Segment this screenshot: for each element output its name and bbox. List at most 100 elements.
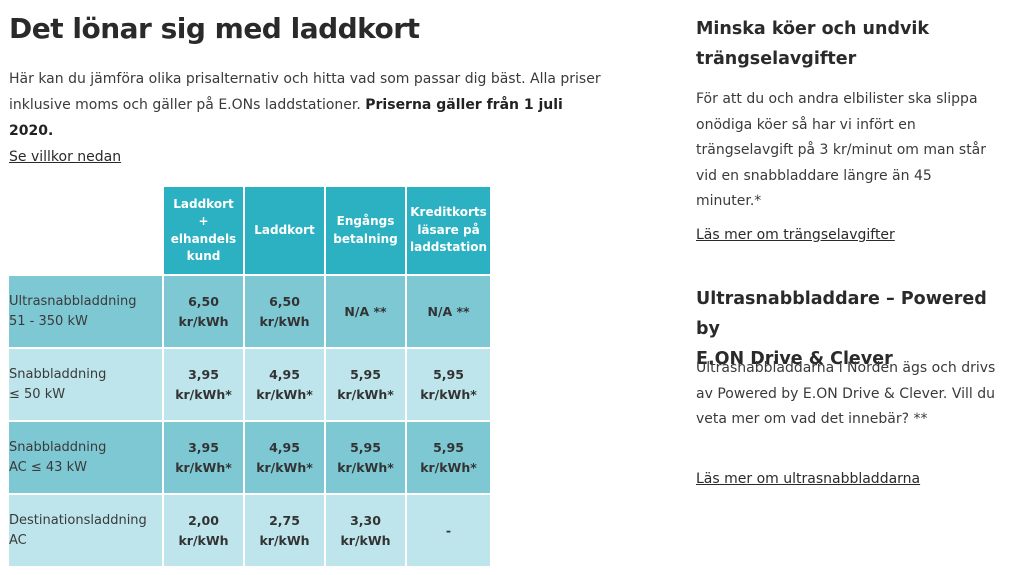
- price-value: 2,75: [269, 512, 300, 528]
- price-cell: 5,95 kr/kWh*: [326, 422, 405, 493]
- header-line: +: [198, 214, 209, 228]
- price-value: 3,95: [188, 366, 219, 382]
- header-line: elhandels: [170, 231, 237, 246]
- price-unit: kr/kWh: [259, 313, 310, 329]
- price-cell: 5,95 kr/kWh*: [407, 349, 491, 420]
- congestion-heading: Minska köer och undvik trängselavgifter: [696, 14, 996, 74]
- intro-bold-text: Priserna gäller från 1 juli 2020.: [9, 97, 563, 139]
- price-unit: kr/kWh: [340, 532, 391, 548]
- congestion-text: För att du och andra elbilister ska slip…: [696, 87, 996, 215]
- price-unit: kr/kWh: [259, 532, 310, 548]
- row-label-line: Destinationsladdning: [9, 512, 147, 528]
- price-value: 3,30: [350, 512, 381, 528]
- column-header: Kreditkorts läsare på laddstation: [407, 187, 491, 274]
- price-cell: 4,95 kr/kWh*: [245, 349, 324, 420]
- price-value: 5,95: [433, 366, 464, 382]
- row-label-line: Snabbladdning: [9, 366, 107, 382]
- price-value: 5,95: [350, 366, 381, 382]
- price-unit: kr/kWh*: [175, 459, 232, 475]
- header-line: laddstation: [410, 240, 488, 255]
- header-line: Engångs: [336, 214, 395, 228]
- heading-line: E.ON Drive & Clever: [696, 349, 893, 369]
- table-row: Snabbladdning ≤ 50 kW 3,95 kr/kWh* 4,95 …: [9, 349, 491, 420]
- price-unit: kr/kWh*: [337, 386, 394, 402]
- price-value: 4,95: [269, 439, 300, 455]
- price-cell: 3,95 kr/kWh*: [164, 349, 243, 420]
- ultrafast-link[interactable]: Läs mer om ultrasnabbladdarna: [696, 471, 921, 487]
- price-table: Laddkort + elhandels kund Laddkort Engån…: [7, 185, 492, 568]
- intro-paragraph: Här kan du jämföra olika prisalternativ …: [9, 66, 609, 170]
- header-line: Kreditkorts: [410, 205, 487, 220]
- price-value: -: [445, 522, 452, 538]
- row-label: Ultrasnabbladdning 51 - 350 kW: [9, 276, 162, 347]
- price-unit: kr/kWh*: [420, 459, 477, 475]
- price-cell: 5,95 kr/kWh*: [326, 349, 405, 420]
- price-value: 5,95: [350, 439, 381, 455]
- price-value: 5,95: [433, 439, 464, 455]
- header-line: kund: [186, 249, 221, 263]
- column-header: Engångs betalning: [326, 187, 405, 274]
- price-value: 4,95: [269, 366, 300, 382]
- row-label: Snabbladdning ≤ 50 kW: [9, 349, 162, 420]
- price-unit: kr/kWh: [178, 313, 229, 329]
- ultrafast-text: Ultrasnabbladdarna i Norden ägs och driv…: [696, 356, 996, 433]
- text-line: onödiga köer så har vi infört en: [696, 116, 916, 133]
- text-line: veta mer om vad det innebär? **: [696, 411, 928, 427]
- table-row: Destinationsladdning AC 2,00 kr/kWh 2,75…: [9, 495, 491, 566]
- price-cell: 2,75 kr/kWh: [245, 495, 324, 566]
- row-label-line: Snabbladdning: [9, 439, 107, 455]
- table-row: Snabbladdning AC ≤ 43 kW 3,95 kr/kWh* 4,…: [9, 422, 491, 493]
- heading-line: Minska köer och undvik: [696, 19, 930, 39]
- intro-text: Här kan du jämföra olika prisalternativ …: [9, 71, 601, 113]
- price-unit: kr/kWh*: [337, 459, 394, 475]
- row-label: Destinationsladdning AC: [9, 495, 162, 566]
- price-cell: N/A **: [407, 276, 491, 347]
- header-line: läsare på: [417, 222, 480, 237]
- price-unit: kr/kWh*: [256, 459, 313, 475]
- price-value: N/A **: [427, 303, 470, 319]
- text-line: av Powered by E.ON Drive & Clever. Vill …: [696, 385, 995, 402]
- price-unit: kr/kWh*: [175, 386, 232, 402]
- heading-line: Ultrasnabbladdare – Powered by: [696, 289, 987, 339]
- price-value: N/A **: [344, 303, 387, 319]
- price-cell: N/A **: [326, 276, 405, 347]
- row-label-line: AC ≤ 43 kW: [9, 459, 87, 475]
- text-line: trängselavgift på 3 kr/minut om man står: [696, 142, 987, 158]
- price-cell: 6,50 kr/kWh: [164, 276, 243, 347]
- price-cell: 5,95 kr/kWh*: [407, 422, 491, 493]
- row-label-line: ≤ 50 kW: [9, 386, 66, 402]
- terms-link[interactable]: Se villkor nedan: [9, 149, 122, 165]
- header-line: Laddkort: [173, 196, 234, 211]
- text-line: För att du och andra elbilister ska slip…: [696, 91, 978, 107]
- price-cell: 2,00 kr/kWh: [164, 495, 243, 566]
- congestion-link[interactable]: Läs mer om trängselavgifter: [696, 227, 895, 243]
- row-label-line: AC: [9, 532, 27, 548]
- heading-line: trängselavgifter: [696, 49, 857, 69]
- text-line: vid en snabbladdare längre än 45 minuter…: [696, 167, 932, 210]
- price-cell: 4,95 kr/kWh*: [245, 422, 324, 493]
- row-label: Snabbladdning AC ≤ 43 kW: [9, 422, 162, 493]
- table-corner: [9, 187, 162, 274]
- price-cell: 3,95 kr/kWh*: [164, 422, 243, 493]
- ultrafast-heading: Ultrasnabbladdare – Powered by E.ON Driv…: [696, 284, 996, 374]
- price-cell: 3,30 kr/kWh: [326, 495, 405, 566]
- price-value: 3,95: [188, 439, 219, 455]
- price-unit: kr/kWh*: [256, 386, 313, 402]
- column-header: Laddkort: [245, 187, 324, 274]
- price-value: 2,00: [188, 512, 219, 528]
- column-header: Laddkort + elhandels kund: [164, 187, 243, 274]
- row-label-line: 51 - 350 kW: [9, 313, 88, 329]
- header-line: betalning: [333, 231, 398, 246]
- price-value: 6,50: [188, 293, 219, 309]
- price-cell: 6,50 kr/kWh: [245, 276, 324, 347]
- price-value: 6,50: [269, 293, 300, 309]
- price-unit: kr/kWh: [178, 532, 229, 548]
- text-line: Ultrasnabbladdarna i Norden ägs och driv…: [696, 360, 996, 376]
- table-row: Ultrasnabbladdning 51 - 350 kW 6,50 kr/k…: [9, 276, 491, 347]
- price-unit: kr/kWh*: [420, 386, 477, 402]
- price-cell: -: [407, 495, 491, 566]
- header-line: Laddkort: [254, 222, 315, 237]
- page-title: Det lönar sig med laddkort: [9, 12, 420, 45]
- table-header-row: Laddkort + elhandels kund Laddkort Engån…: [9, 187, 491, 274]
- row-label-line: Ultrasnabbladdning: [9, 293, 137, 309]
